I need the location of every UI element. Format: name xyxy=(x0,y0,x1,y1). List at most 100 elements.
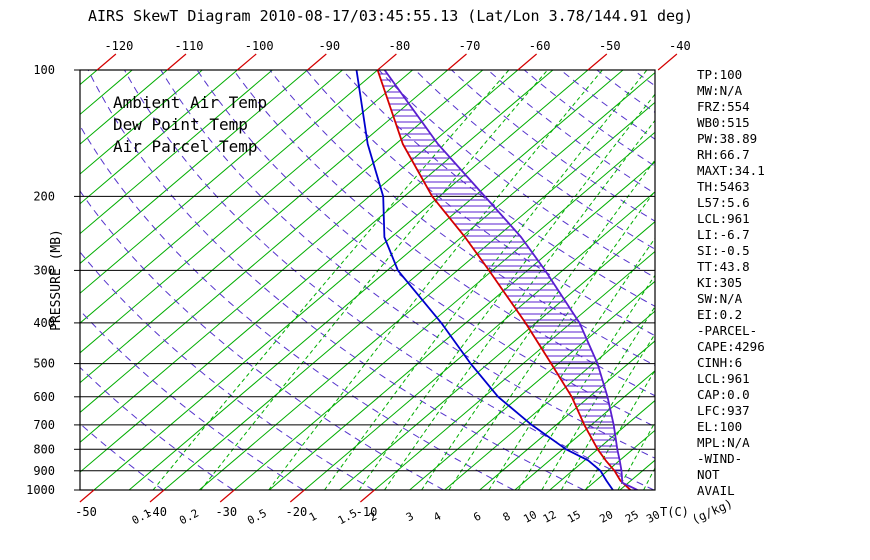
top-temp-tick-label: -100 xyxy=(245,39,274,53)
bottom-temp-tick xyxy=(289,489,305,503)
isotherm-line xyxy=(80,70,273,235)
isotherm-line xyxy=(93,70,589,490)
mixing-ratio-tick-label: 2 xyxy=(367,510,379,525)
pressure-labels: 100 200 300 400 500 600 700 800 900 1000 xyxy=(26,63,55,497)
dry-adiabat-line xyxy=(233,70,655,397)
dry-adiabat-line xyxy=(305,70,655,337)
isotherm-line xyxy=(80,70,413,354)
pressure-tick-label: 400 xyxy=(33,316,55,330)
stat-line: TP:100 xyxy=(697,67,742,82)
stat-line: SI:-0.5 xyxy=(697,243,750,258)
top-temp-tick xyxy=(447,53,467,71)
stat-line: MPL:N/A xyxy=(697,435,750,450)
dry-adiabat-line xyxy=(196,70,655,428)
top-temp-tick xyxy=(587,53,608,71)
top-temp-tick-label: -60 xyxy=(529,39,551,53)
stat-line: AVAIL xyxy=(697,483,735,498)
stat-line: LI:-6.7 xyxy=(697,227,750,242)
isotherm-line xyxy=(80,70,484,414)
parcel-curve xyxy=(383,70,638,490)
bottom-temp-tick xyxy=(360,489,375,503)
isotherm-line xyxy=(80,70,238,205)
pressure-tick-label: 500 xyxy=(33,357,55,371)
stat-line: CAP:0.0 xyxy=(697,387,750,402)
isotherm-line xyxy=(514,370,655,490)
isotherm-line xyxy=(479,340,655,490)
stat-line: CAPE:4296 xyxy=(697,339,765,354)
mixing-ratio-tick-label: 1 xyxy=(307,510,319,525)
dry-adiabat-line xyxy=(80,124,514,490)
pressure-tick-label: 100 xyxy=(33,63,55,77)
stat-line: EL:100 xyxy=(697,419,742,434)
top-temp-tick xyxy=(377,53,397,71)
stat-line: SW:N/A xyxy=(697,291,743,306)
mixing-ratio-line xyxy=(517,274,655,490)
isotherm-line xyxy=(80,70,168,145)
pressure-tick-label: 600 xyxy=(33,390,55,404)
isotherm-line xyxy=(339,221,655,490)
bottom-temp-tick-label: -40 xyxy=(145,505,167,519)
legend-ambient-air-temp: Ambient Air Temp xyxy=(113,93,267,112)
sounding-curves xyxy=(355,70,638,490)
pressure-tick-label: 1000 xyxy=(26,483,55,497)
top-temp-tick-label: -50 xyxy=(599,39,621,53)
dewpoint-curve xyxy=(355,70,614,490)
isotherm-line xyxy=(80,70,203,175)
stat-line: TT:43.8 xyxy=(697,259,750,274)
mixing-ratio-line xyxy=(421,159,655,490)
dry-adiabat-line xyxy=(87,70,585,490)
mixing-ratio-line xyxy=(200,70,548,490)
stat-line: NOT xyxy=(697,467,720,482)
stat-line: RH:66.7 xyxy=(697,147,750,162)
dry-adiabat-grid xyxy=(80,70,655,490)
isotherm-line xyxy=(268,161,655,490)
stat-line: FRZ:554 xyxy=(697,99,750,114)
dry-adiabat-line xyxy=(269,70,655,366)
bottom-temp-tick xyxy=(79,489,95,503)
stats-panel: TP:100MW:N/AFRZ:554WB0:515PW:38.89RH:66.… xyxy=(697,67,765,498)
stat-line: LCL:961 xyxy=(697,211,750,226)
pressure-tick-label: 900 xyxy=(33,464,55,478)
isotherm-line xyxy=(549,399,655,490)
top-temp-tick-label: -40 xyxy=(669,39,691,53)
top-temp-tick-label: -70 xyxy=(459,39,481,53)
mixing-ratio-line xyxy=(152,70,510,490)
isotherm-line xyxy=(80,70,308,265)
dry-adiabat-line xyxy=(414,70,655,250)
mixing-ratio-tick-label: 6 xyxy=(471,510,483,525)
isotherm-line xyxy=(80,70,554,473)
top-temp-tick xyxy=(96,53,117,71)
stat-line: L57:5.6 xyxy=(697,195,750,210)
isotherm-line xyxy=(198,101,655,490)
mixing-ratio-tick-label: 20 xyxy=(597,508,615,526)
mixing-ratio-line xyxy=(324,70,648,490)
mixing-ratio-tick-label: 8 xyxy=(501,510,513,525)
isotherm-line xyxy=(80,70,343,294)
top-temp-tick xyxy=(517,53,537,71)
stat-line: PW:38.89 xyxy=(697,131,757,146)
bottom-temp-tick xyxy=(149,489,165,503)
stat-line: MW:N/A xyxy=(697,83,743,98)
isotherm-line xyxy=(374,250,655,490)
mixing-ratio-line xyxy=(358,93,655,490)
bottom-temp-tick-label: -20 xyxy=(286,505,308,519)
pressure-tick-label: 300 xyxy=(33,263,55,277)
ambient-curve xyxy=(376,70,632,490)
pressure-axis-label: PRESSURE (MB) xyxy=(49,229,64,331)
top-temp-tick-label: -120 xyxy=(104,39,133,53)
dry-adiabat-line xyxy=(451,70,655,222)
stat-line: WB0:515 xyxy=(697,115,750,130)
top-temp-ticks: -120 -110 -100 -90 -80 -70 -60 -50 -40 xyxy=(96,39,691,71)
isotherm-line xyxy=(409,280,655,490)
legend: Ambient Air Temp Dew Point Temp Air Parc… xyxy=(113,93,267,156)
legend-air-parcel-temp: Air Parcel Temp xyxy=(113,137,258,156)
stat-line: -PARCEL- xyxy=(697,323,757,338)
mixing-ratio-grid xyxy=(152,70,655,490)
dry-adiabat-line xyxy=(124,70,655,490)
bottom-temp-ticks: -50 -40 -30 -20 -10 xyxy=(75,489,377,519)
mixing-ratio-tick-label: 30 xyxy=(644,508,662,526)
bottom-temp-tick-label: -30 xyxy=(215,505,237,519)
bottom-temp-tick xyxy=(219,489,235,503)
